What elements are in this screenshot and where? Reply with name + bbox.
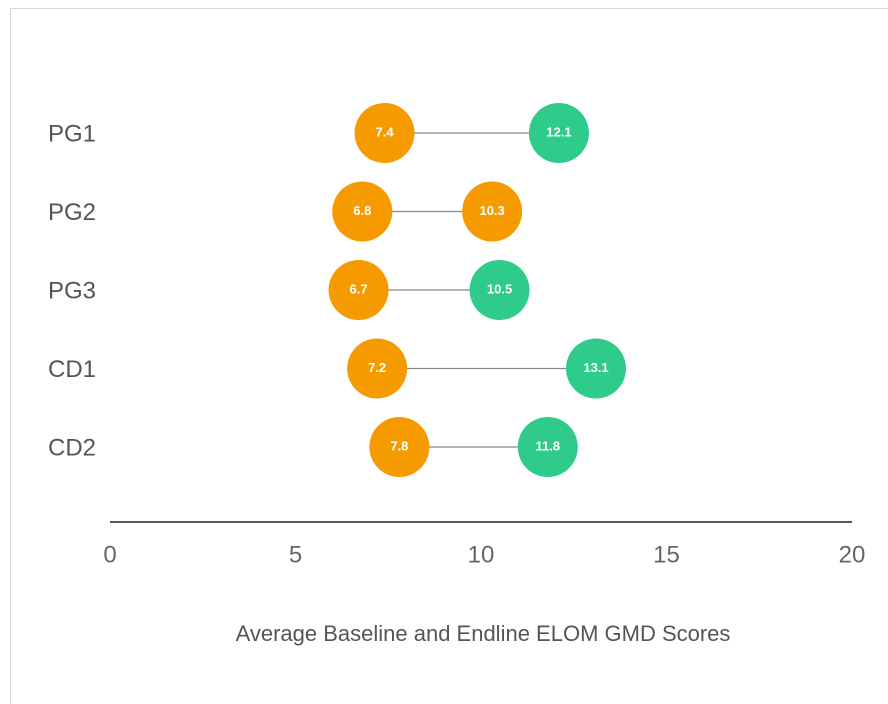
x-tick-label: 20 <box>839 541 866 568</box>
dot <box>347 338 408 399</box>
value-label: 7.8 <box>390 438 408 453</box>
category-label: CD1 <box>48 356 96 383</box>
category-label: CD2 <box>48 434 96 461</box>
dot <box>354 103 415 163</box>
x-tick-label: 5 <box>289 541 302 568</box>
dot <box>469 260 530 320</box>
x-tick-label: 0 <box>103 541 116 568</box>
value-label: 7.4 <box>376 124 395 139</box>
value-label: 10.5 <box>487 281 512 296</box>
dot <box>328 260 389 320</box>
value-label: 6.7 <box>350 281 368 296</box>
dot <box>462 181 523 242</box>
value-label: 13.1 <box>583 360 608 375</box>
x-tick-label: 10 <box>468 541 495 568</box>
dot <box>517 417 578 477</box>
frame <box>10 8 888 704</box>
value-label: 6.8 <box>353 203 371 218</box>
x-axis-title: Average Baseline and Endline ELOM GMD Sc… <box>236 621 731 646</box>
dot <box>566 338 627 399</box>
value-label: 12.1 <box>546 124 571 139</box>
category-label: PG3 <box>48 277 96 304</box>
category-label: PG1 <box>48 120 96 147</box>
dot <box>369 417 430 477</box>
value-label: 11.8 <box>535 438 560 453</box>
value-label: 10.3 <box>479 203 504 218</box>
dot <box>528 103 589 163</box>
value-label: 7.2 <box>368 360 386 375</box>
category-label: PG2 <box>48 199 96 226</box>
dot <box>332 181 393 242</box>
x-tick-label: 15 <box>653 541 680 568</box>
